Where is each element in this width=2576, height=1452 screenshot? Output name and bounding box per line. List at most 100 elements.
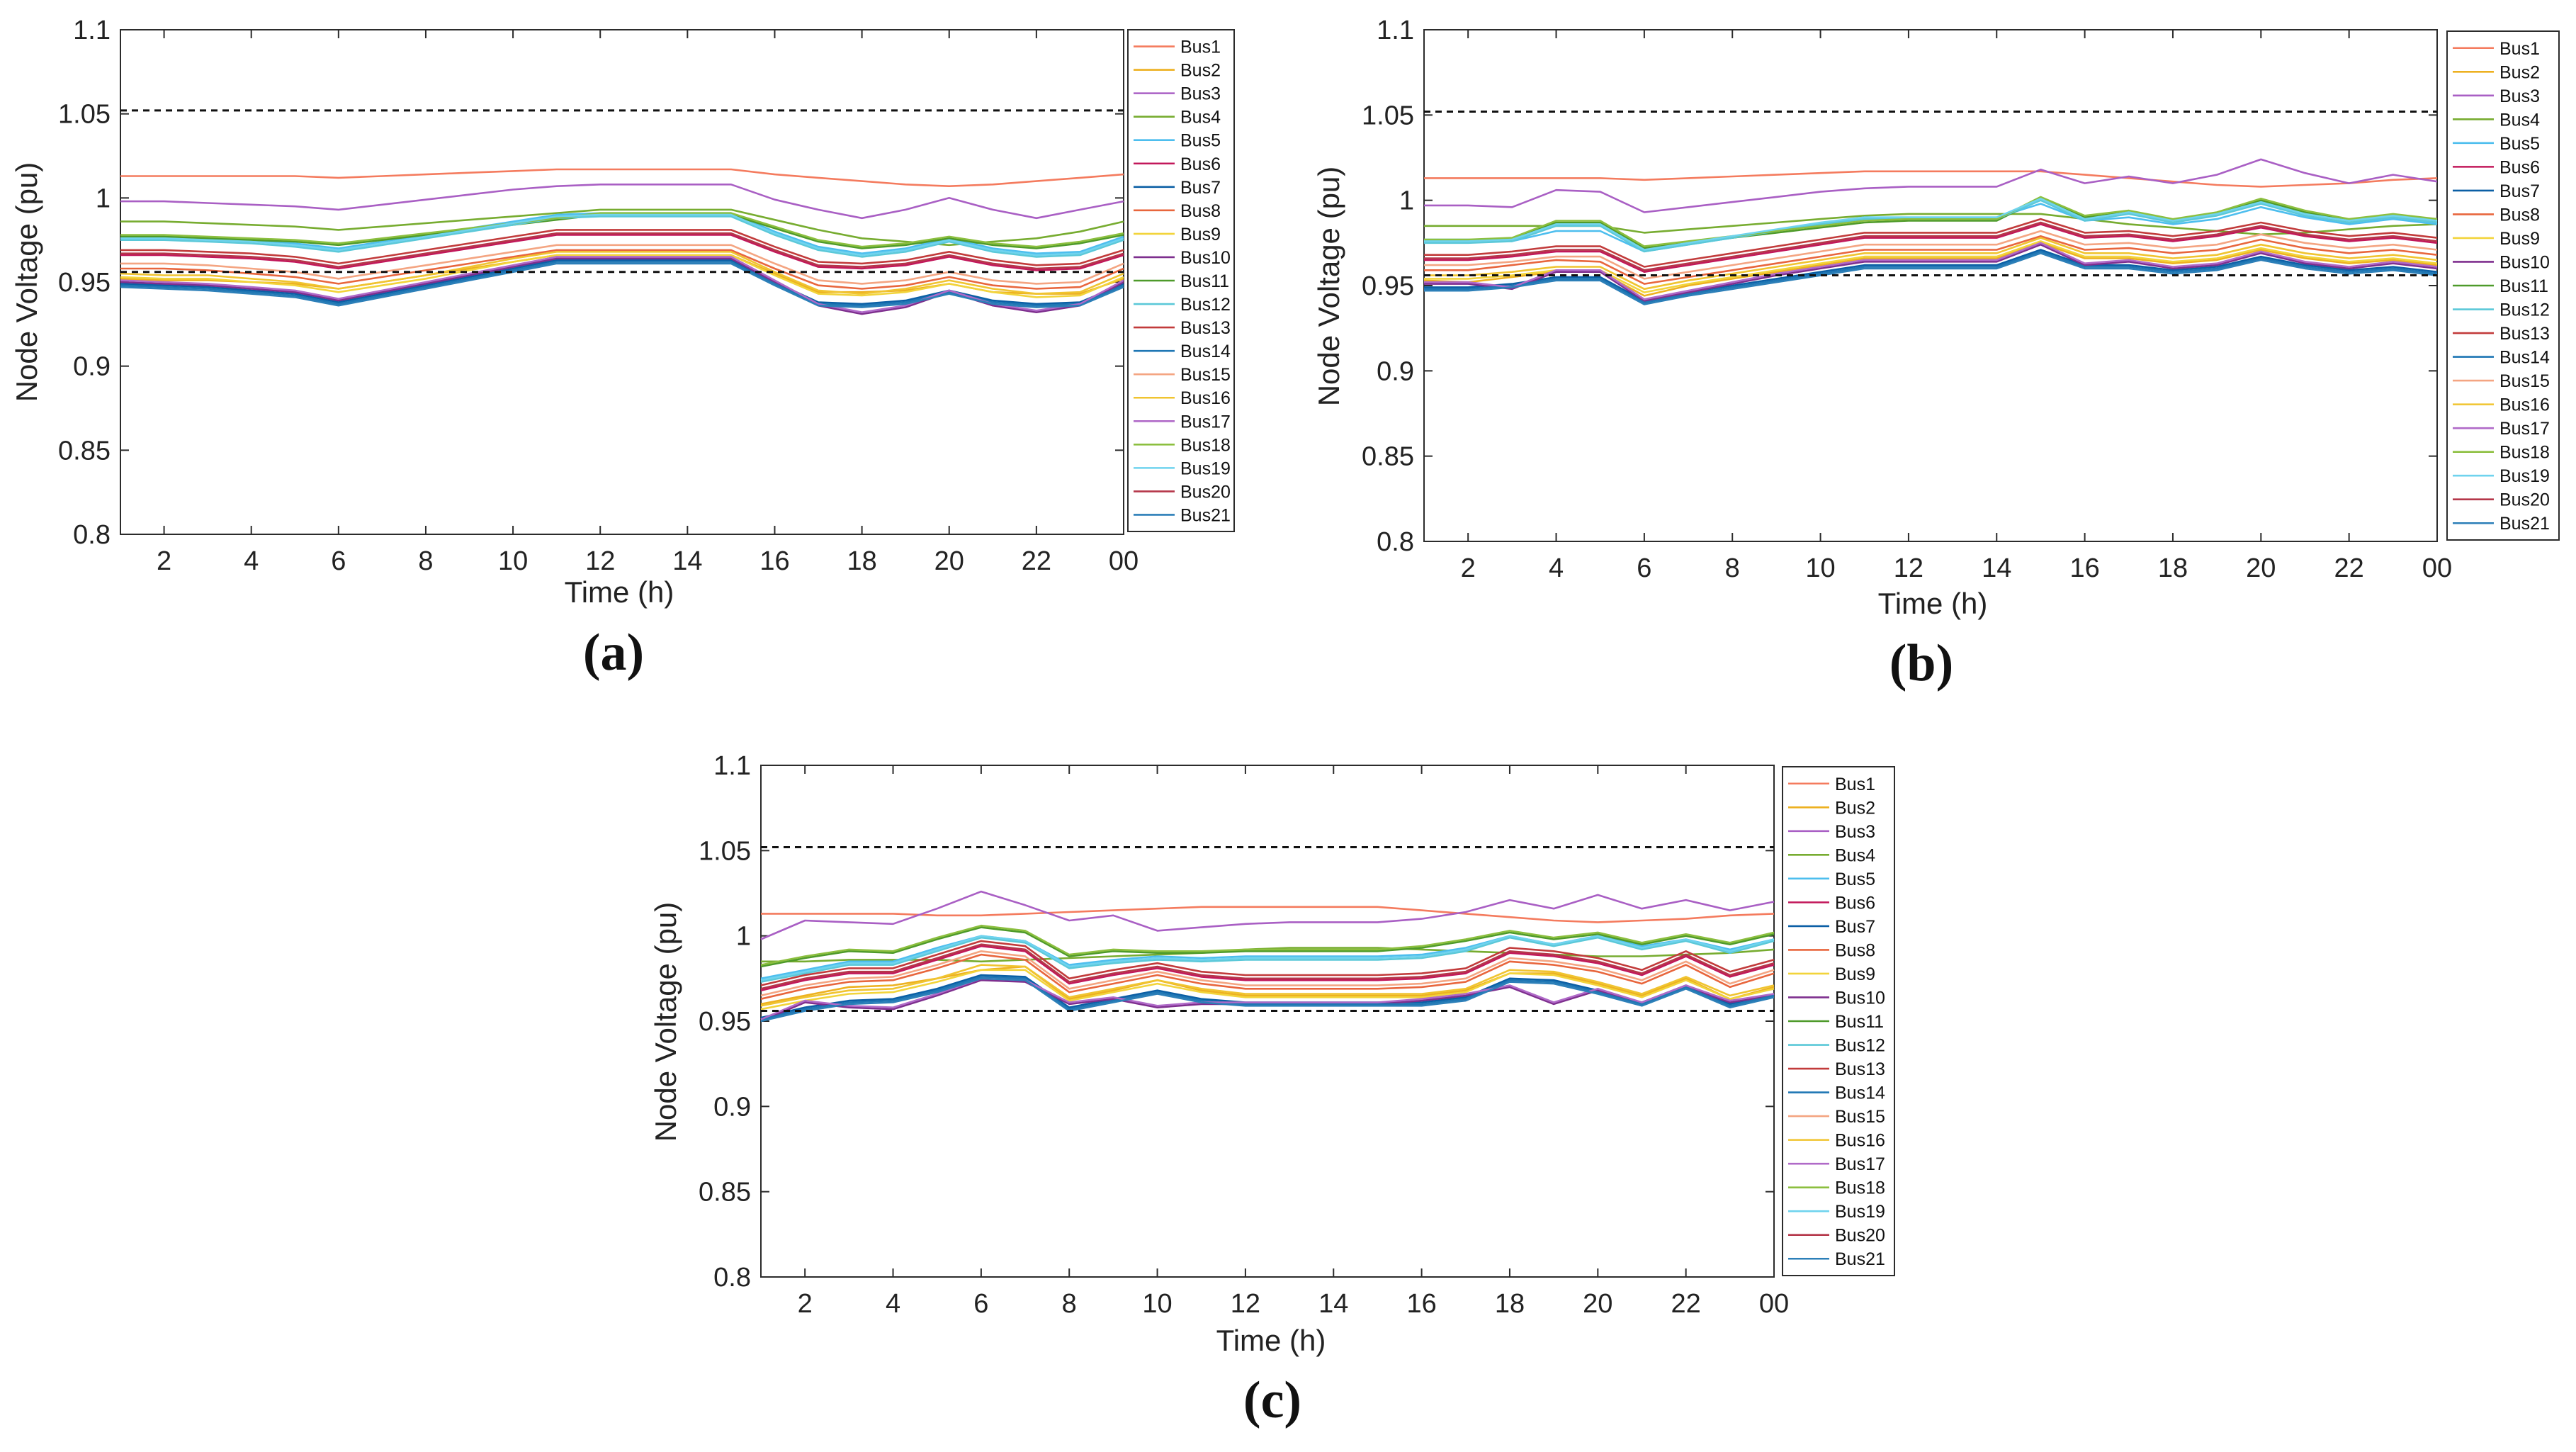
x-tick-label: 22 <box>1671 1289 1701 1319</box>
series-line-bus6 <box>1424 223 2438 274</box>
series-line-bus18 <box>760 924 1775 966</box>
x-axis-label: Time (h) <box>1878 587 1988 620</box>
legend-label-bus2: Bus2 <box>2499 62 2540 82</box>
legend-label-bus18: Bus18 <box>1180 435 1231 455</box>
legend-label-bus15: Bus15 <box>2499 371 2550 391</box>
legend-label-bus1: Bus1 <box>1835 775 1875 794</box>
series-line-bus19 <box>120 213 1124 257</box>
legend-label-bus7: Bus7 <box>1180 178 1221 198</box>
y-axis-label: Node Voltage (pu) <box>649 902 682 1142</box>
legend-label-bus9: Bus9 <box>1835 964 1875 984</box>
series-line-bus17 <box>120 256 1124 314</box>
legend-label-bus10: Bus10 <box>1835 988 1885 1008</box>
series-line-bus14 <box>1424 250 2438 304</box>
legend-label-bus9: Bus9 <box>2499 229 2540 249</box>
y-tick-label: 1.1 <box>1377 16 1414 45</box>
x-tick-label: 12 <box>585 546 615 576</box>
x-tick-label: 2 <box>157 546 171 576</box>
series-line-bus9 <box>120 254 1124 298</box>
legend-label-bus14: Bus14 <box>2499 348 2550 368</box>
series-line-bus1 <box>1424 170 2438 188</box>
chart-panel: 0.8 0.85 0.9 0.95 1 1.05 1.1 2 4 6 8 10 12 14 16 18 20 22… <box>649 751 1895 1429</box>
series-line-bus16 <box>760 964 1775 1007</box>
legend-label-bus17: Bus17 <box>1835 1154 1885 1174</box>
legend-label-bus3: Bus3 <box>2499 86 2540 106</box>
series-line-bus19 <box>1424 197 2438 251</box>
legend-label-bus6: Bus6 <box>1180 154 1221 174</box>
series-line-bus12 <box>120 215 1124 258</box>
series-line-bus18 <box>120 212 1124 248</box>
y-tick-label: 0.95 <box>1362 271 1414 301</box>
series-line-bus11 <box>760 926 1775 968</box>
x-tick-label: 10 <box>1142 1289 1172 1319</box>
legend-label-bus17: Bus17 <box>2499 419 2550 439</box>
series-line-bus10 <box>1424 243 2438 303</box>
x-tick-label: 16 <box>1406 1289 1436 1319</box>
x-tick-label: 12 <box>1894 553 1923 583</box>
legend-label-bus14: Bus14 <box>1180 342 1231 361</box>
legend-label-bus18: Bus18 <box>2499 443 2550 463</box>
legend-label-bus8: Bus8 <box>1835 940 1875 960</box>
legend-label-bus5: Bus5 <box>1180 131 1221 151</box>
legend-label-bus17: Bus17 <box>1180 412 1231 432</box>
y-tick-label: 0.95 <box>699 1007 751 1037</box>
series-line-bus8 <box>120 249 1124 290</box>
x-tick-label: 14 <box>1318 1289 1348 1319</box>
x-tick-label: 8 <box>1062 1289 1077 1319</box>
legend-label-bus13: Bus13 <box>1835 1059 1885 1079</box>
series-line-bus17 <box>1424 242 2438 300</box>
y-tick-label: 0.9 <box>1377 356 1414 386</box>
legend-label-bus5: Bus5 <box>1835 869 1875 889</box>
x-tick-label: 2 <box>1461 553 1476 583</box>
y-tick-label: 1.1 <box>73 16 111 45</box>
series-line-bus15 <box>760 950 1775 997</box>
y-tick-label: 0.85 <box>58 436 111 466</box>
x-tick-label: 4 <box>886 1289 900 1319</box>
legend-label-bus14: Bus14 <box>1835 1084 1885 1103</box>
y-tick-label: 1.05 <box>1362 101 1414 130</box>
series-line-bus12 <box>760 936 1775 983</box>
y-axis-label: Node Voltage (pu) <box>1312 167 1345 407</box>
series-line-bus6 <box>120 234 1124 271</box>
y-tick-label: 1 <box>96 184 111 213</box>
legend-label-bus2: Bus2 <box>1835 798 1875 818</box>
legend: Bus1 Bus2 Bus3 Bus4 Bus5 Bus6 Bus7 Bus8 Bus9 Bus1… <box>1782 766 1895 1276</box>
legend-label-bus3: Bus3 <box>1180 84 1221 104</box>
y-axis-label: Node Voltage (pu) <box>10 162 43 403</box>
series-line-bus16 <box>120 250 1124 295</box>
x-tick-label: 16 <box>2069 553 2099 583</box>
legend-label-bus11: Bus11 <box>2499 276 2548 296</box>
legend-label-bus8: Bus8 <box>1180 201 1221 221</box>
series-line-bus1 <box>761 906 1775 923</box>
series-line-bus3 <box>120 183 1124 220</box>
x-tick-label: 2 <box>798 1289 813 1319</box>
legend-label-bus13: Bus13 <box>1180 318 1231 338</box>
series-line-bus13 <box>120 229 1124 266</box>
y-tick-label: 0.9 <box>713 1092 751 1122</box>
legend-label-bus19: Bus19 <box>1180 458 1231 478</box>
legend-label-bus10: Bus10 <box>1180 248 1231 268</box>
y-tick-label: 0.8 <box>1377 527 1414 557</box>
legend-label-bus12: Bus12 <box>1180 295 1231 315</box>
y-tick-label: 0.9 <box>73 352 111 382</box>
y-tick-label: 1.1 <box>713 751 751 781</box>
series-line-bus3 <box>760 890 1775 940</box>
x-tick-label: 6 <box>973 1289 988 1319</box>
chart-panel: 0.8 0.85 0.9 0.95 1 1.05 1.1 2 4 6 8 10 12 14 16 18 20 22… <box>10 16 1235 682</box>
legend-label-bus19: Bus19 <box>1835 1202 1885 1222</box>
legend-label-bus11: Bus11 <box>1180 271 1229 291</box>
legend-label-bus12: Bus12 <box>2499 300 2550 320</box>
y-tick-label: 1.05 <box>58 100 111 130</box>
legend-label-bus21: Bus21 <box>2499 514 2550 534</box>
y-tick-label: 1 <box>736 922 751 952</box>
legend-label-bus7: Bus7 <box>2499 181 2540 201</box>
series-line-bus19 <box>760 935 1775 981</box>
legend-label-bus7: Bus7 <box>1835 917 1875 937</box>
series-line-bus16 <box>1424 237 2438 291</box>
x-tick-label: 16 <box>759 546 789 576</box>
legend-label-bus6: Bus6 <box>2499 157 2540 177</box>
y-tick-label: 0.85 <box>699 1178 751 1208</box>
legend-label-bus20: Bus20 <box>1835 1226 1885 1246</box>
legend-label-bus12: Bus12 <box>1835 1036 1885 1056</box>
